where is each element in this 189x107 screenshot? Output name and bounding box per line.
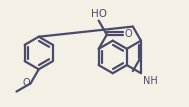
Text: HO: HO [91,9,107,19]
Text: NH: NH [143,76,158,86]
Text: O: O [22,78,30,88]
Text: O: O [125,29,132,39]
